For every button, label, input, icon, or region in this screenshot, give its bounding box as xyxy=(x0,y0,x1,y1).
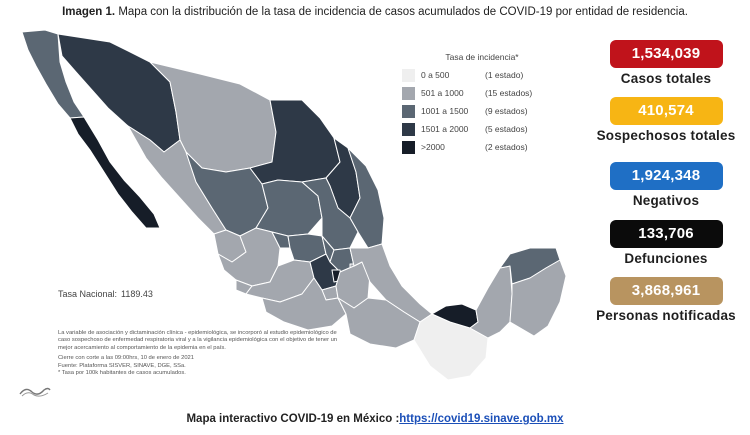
mexico-map xyxy=(0,22,600,407)
stat-value-box: 133,706 xyxy=(609,220,723,248)
legend-range: >2000 xyxy=(421,142,445,152)
stat-casos-totales: 1,534,039 Casos totales xyxy=(586,40,746,86)
legend-count: (15 estados) xyxy=(485,88,533,98)
legend-item: 501 a 1000 (15 estados) xyxy=(402,84,562,102)
legend-swatch xyxy=(402,140,415,154)
state-sonora[interactable] xyxy=(57,33,181,153)
legend-item: 1001 a 1500 (9 estados) xyxy=(402,102,562,120)
stat-negativos: 1,924,348 Negativos xyxy=(586,162,746,208)
legend-count: (9 estados) xyxy=(485,106,528,116)
stat-value-box: 3,868,961 xyxy=(609,277,723,305)
legend-range: 501 a 1000 xyxy=(421,88,464,98)
tasa-nacional-label: Tasa Nacional: xyxy=(58,289,118,299)
legend-title: Tasa de incidencia* xyxy=(445,52,519,62)
footer-text: Mapa interactivo COVID-19 en México : xyxy=(186,413,400,425)
legend-item: 1501 a 2000 (5 estados) xyxy=(402,120,562,138)
stat-value-box: 1,924,348 xyxy=(609,162,723,190)
stat-label: Casos totales xyxy=(620,71,712,86)
stat-label: Sospechosos totales xyxy=(596,128,736,143)
footer: Mapa interactivo COVID-19 en México :htt… xyxy=(0,413,750,425)
stat-sospechosos-totales: 410,574 Sospechosos totales xyxy=(586,97,746,143)
stat-value-box: 1,534,039 xyxy=(609,40,723,68)
legend: Tasa de incidencia* 0 a 500 (1 estado) 5… xyxy=(402,52,562,156)
legend-swatch xyxy=(402,68,415,82)
legend-item: >2000 (2 estados) xyxy=(402,138,562,156)
figure-title-prefix: Imagen 1. xyxy=(62,6,116,18)
stat-label: Negativos xyxy=(632,193,700,208)
legend-count: (5 estados) xyxy=(485,124,528,134)
stat-personas-notificadas: 3,868,961 Personas notificadas xyxy=(586,277,746,323)
methodology-note: La variable de asociación y dictaminació… xyxy=(58,330,348,377)
tasa-nacional-value: 1189.43 xyxy=(121,289,153,299)
legend-count: (2 estados) xyxy=(485,142,528,152)
state-quintana-roo[interactable] xyxy=(509,259,567,337)
legend-swatch xyxy=(402,104,415,118)
mexico-map-svg xyxy=(21,29,567,381)
state-baja-california-sur[interactable] xyxy=(69,116,161,229)
state-campeche[interactable] xyxy=(469,265,513,339)
legend-range: 1001 a 1500 xyxy=(421,106,469,116)
stat-label: Personas notificadas xyxy=(596,308,736,323)
figure-title: Imagen 1. Mapa con la distribución de la… xyxy=(0,6,750,18)
legend-range: 0 a 500 xyxy=(421,70,450,80)
note-paragraph: La variable de asociación y dictaminació… xyxy=(58,330,338,351)
legend-count: (1 estado) xyxy=(485,70,524,80)
legend-swatch xyxy=(402,86,415,100)
stat-label: Defunciones xyxy=(624,251,708,266)
legend-range: 1501 a 2000 xyxy=(421,124,469,134)
legend-item: 0 a 500 (1 estado) xyxy=(402,66,562,84)
legend-swatch xyxy=(402,122,415,136)
note-rate: * Tasa por 100k habitantes de casos acum… xyxy=(58,370,186,377)
stat-value-box: 410,574 xyxy=(609,97,723,125)
ssa-logo-icon xyxy=(19,387,51,397)
figure-title-text: Mapa con la distribución de la tasa de i… xyxy=(118,6,688,18)
state-san-luis-potosi[interactable] xyxy=(301,177,359,251)
note-cutoff: Cierre con corte a las 09:00hrs, 10 de e… xyxy=(58,355,194,362)
tasa-nacional: Tasa Nacional: 1189.43 xyxy=(58,289,153,299)
footer-link[interactable]: https://covid19.sinave.gob.mx xyxy=(399,413,564,425)
note-source: Fuente: Plataforma SISVER, SINAVE, DGE, … xyxy=(58,362,186,369)
stat-defunciones: 133,706 Defunciones xyxy=(586,220,746,266)
